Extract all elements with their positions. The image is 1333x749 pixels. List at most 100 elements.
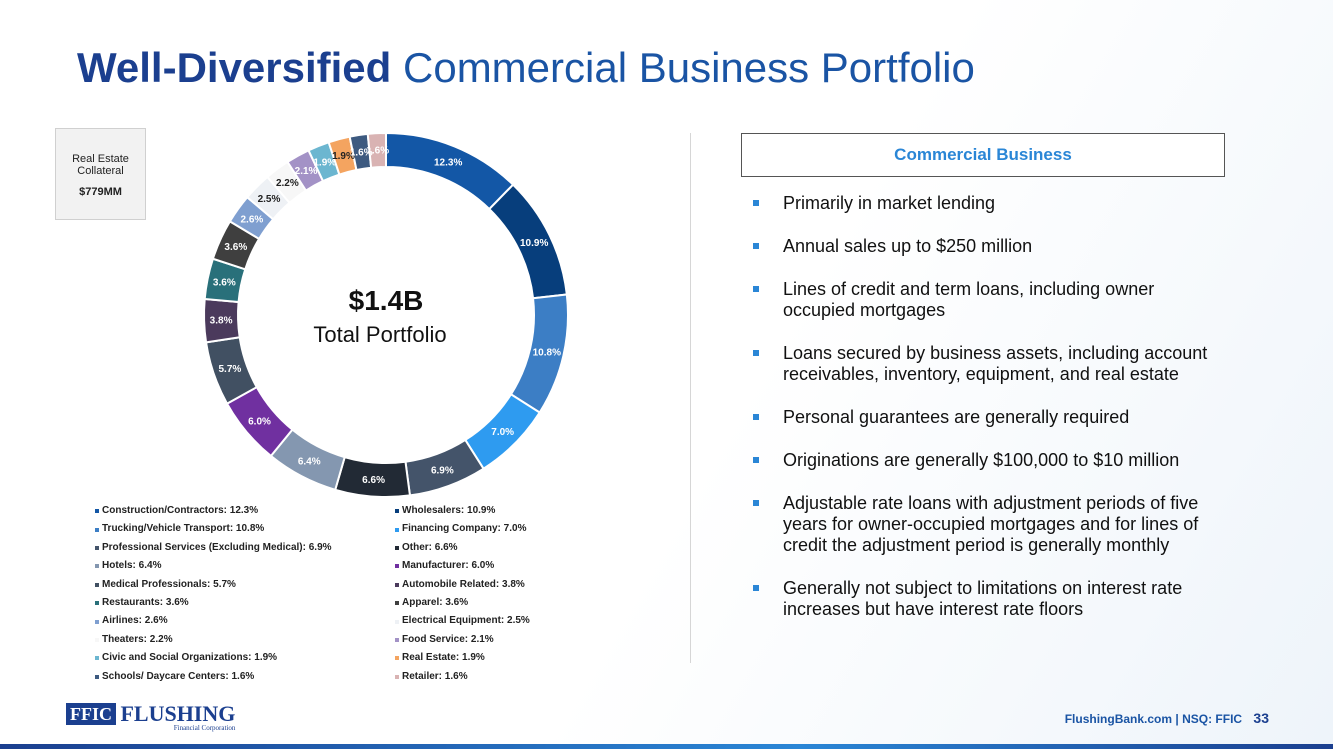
real-estate-collateral-box: Real Estate Collateral $779MM	[55, 128, 146, 220]
legend-item: Medical Professionals: 5.7%	[95, 576, 395, 594]
slice-construction-contractors	[385, 131, 515, 211]
legend-label: Hotels: 6.4%	[102, 560, 162, 572]
logo-name: FLUSHING	[120, 701, 236, 726]
flushing-logo[interactable]: FFIC FLUSHING Financial Corporation	[66, 703, 235, 733]
legend-item: Apparel: 3.6%	[395, 594, 615, 612]
bullet-text: Personal guarantees are generally requir…	[783, 407, 1130, 427]
bullet-marker-icon	[753, 350, 759, 356]
logo-sub: Financial Corporation	[173, 724, 236, 732]
legend-swatch	[395, 582, 399, 587]
legend-label: Automobile Related: 3.8%	[402, 578, 525, 590]
legend-label: Airlines: 2.6%	[102, 615, 168, 627]
bullet-marker-icon	[753, 585, 759, 591]
page-title-bold: Well-Diversified	[77, 44, 392, 91]
page-title: Well-Diversified Commercial Business Por…	[77, 42, 975, 94]
commercial-business-bullets: Primarily in market lending Annual sales …	[753, 193, 1213, 642]
legend-item: Theaters: 2.2%	[95, 631, 395, 649]
column-divider	[690, 133, 691, 663]
legend-item: Civic and Social Organizations: 1.9%	[95, 649, 395, 667]
bullet-item: Originations are generally $100,000 to $…	[753, 450, 1213, 471]
slice-label: 6.9%	[431, 466, 454, 477]
legend-label: Financing Company: 7.0%	[402, 523, 527, 535]
bullet-marker-icon	[753, 243, 759, 249]
bullet-text: Primarily in market lending	[783, 193, 996, 213]
bullet-item: Personal guarantees are generally requir…	[753, 407, 1213, 428]
legend-item: Electrical Equipment: 2.5%	[395, 612, 615, 630]
bullet-item: Loans secured by business assets, includ…	[753, 343, 1213, 385]
legend-label: Apparel: 3.6%	[402, 596, 469, 608]
legend-item: Other: 6.6%	[395, 539, 615, 557]
bullet-marker-icon	[753, 500, 759, 506]
slice-label: 7.0%	[491, 427, 514, 438]
legend-swatch	[95, 656, 99, 661]
commercial-business-heading: Commercial Business	[741, 133, 1225, 177]
logo-flushing: FLUSHING Financial Corporation	[120, 701, 236, 733]
legend-swatch	[95, 545, 99, 550]
bullet-item: Adjustable rate loans with adjustment pe…	[753, 493, 1213, 556]
legend-swatch	[95, 564, 99, 569]
legend-swatch	[95, 582, 99, 587]
slice-label: 6.6%	[362, 475, 385, 486]
legend-item: Construction/Contractors: 12.3%	[95, 502, 395, 520]
slice-label: 10.9%	[520, 238, 548, 249]
legend-label: Schools/ Daycare Centers: 1.6%	[102, 670, 255, 682]
bullet-text: Originations are generally $100,000 to $…	[783, 450, 1180, 470]
page-number: 33	[1253, 710, 1269, 726]
bullet-item: Generally not subject to limitations on …	[753, 578, 1213, 620]
slice-label: 3.6%	[224, 242, 247, 253]
slice-label: 6.4%	[298, 457, 321, 468]
legend-swatch	[395, 564, 399, 569]
legend-item: Real Estate: 1.9%	[395, 649, 615, 667]
legend-item: Schools/ Daycare Centers: 1.6%	[95, 668, 395, 686]
legend-swatch	[95, 619, 99, 624]
legend-swatch	[395, 545, 399, 550]
legend-swatch	[395, 656, 399, 661]
legend-label: Electrical Equipment: 2.5%	[402, 615, 530, 627]
bullet-marker-icon	[753, 200, 759, 206]
legend-swatch	[95, 509, 99, 514]
bullet-text: Annual sales up to $250 million	[783, 236, 1033, 256]
slice-label: 3.8%	[210, 316, 233, 327]
slice-label: 3.6%	[213, 278, 236, 289]
bullet-item: Primarily in market lending	[753, 193, 1213, 214]
legend-swatch	[95, 637, 99, 642]
collateral-amount: $779MM	[79, 186, 122, 198]
slice-retailer	[366, 131, 387, 169]
legend-label: Theaters: 2.2%	[102, 633, 173, 645]
slice-label: 1.9%	[332, 151, 355, 162]
legend-swatch	[395, 527, 399, 532]
slice-label: 12.3%	[434, 158, 462, 169]
slice-label: 2.1%	[295, 166, 318, 177]
slice-label: 6.0%	[248, 416, 271, 427]
legend-label: Manufacturer: 6.0%	[402, 560, 495, 572]
legend-label: Civic and Social Organizations: 1.9%	[102, 652, 278, 664]
legend-item: Airlines: 2.6%	[95, 612, 395, 630]
legend-label: Restaurants: 3.6%	[102, 596, 189, 608]
legend-item: Financing Company: 7.0%	[395, 520, 615, 538]
bullet-marker-icon	[753, 457, 759, 463]
legend-item: Trucking/Vehicle Transport: 10.8%	[95, 520, 395, 538]
legend-swatch	[395, 601, 399, 606]
bullet-item: Lines of credit and term loans, includin…	[753, 279, 1213, 321]
slice-label: 1.6%	[366, 146, 389, 157]
page-title-regular: Commercial Business Portfolio	[403, 44, 975, 91]
legend-swatch	[395, 509, 399, 514]
legend-label: Real Estate: 1.9%	[402, 652, 485, 664]
footer-site: FlushingBank.com | NSQ: FFIC	[1064, 712, 1243, 726]
bullet-text: Generally not subject to limitations on …	[783, 578, 1183, 619]
center-amount: $1.4B	[349, 285, 424, 316]
legend-item: Retailer: 1.6%	[395, 668, 615, 686]
center-label: Total Portfolio	[313, 322, 446, 347]
legend-label: Retailer: 1.6%	[402, 670, 468, 682]
slice-label: 2.2%	[276, 178, 299, 189]
footer: FlushingBank.com | NSQ: FFIC 33	[1065, 710, 1269, 726]
chart-legend: Construction/Contractors: 12.3% Wholesale…	[95, 502, 615, 686]
legend-item: Professional Services (Excluding Medical…	[95, 539, 395, 557]
bullet-item: Annual sales up to $250 million	[753, 236, 1213, 257]
slice-label: 1.6%	[350, 147, 373, 158]
legend-item: Food Service: 2.1%	[395, 631, 615, 649]
portfolio-donut-chart: 12.3% 10.9% 10.8% 7.0% 6.9% 6.6% 6.4% 6.0% 5.7% 3…	[203, 131, 569, 498]
legend-label: Construction/Contractors: 12.3%	[102, 505, 259, 516]
legend-label: Medical Professionals: 5.7%	[102, 578, 236, 590]
legend-item: Manufacturer: 6.0%	[395, 557, 615, 575]
